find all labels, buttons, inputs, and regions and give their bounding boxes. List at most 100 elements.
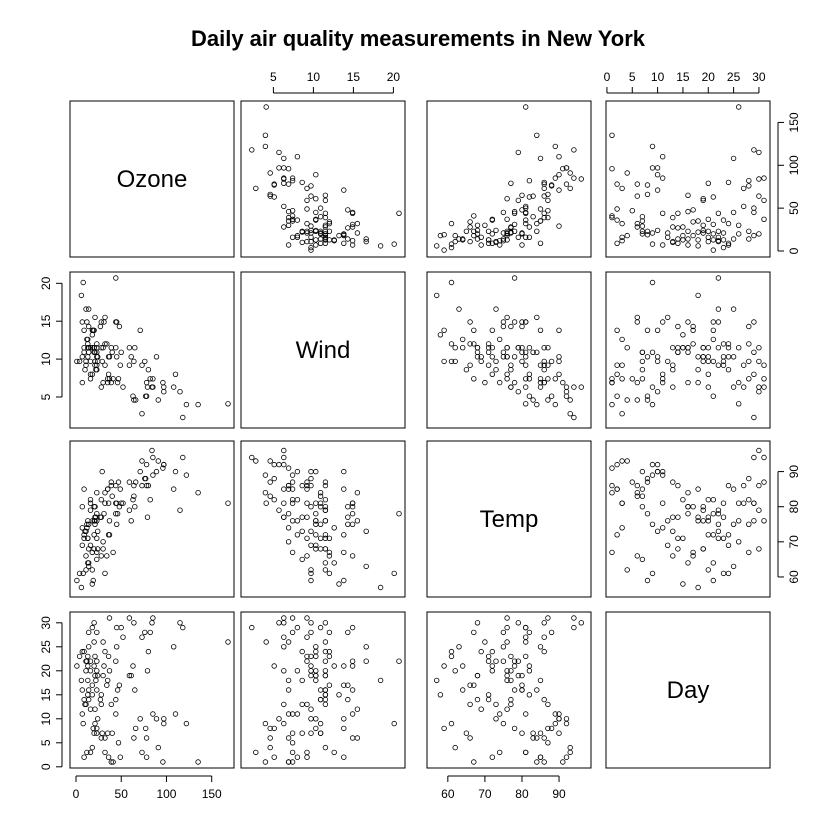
data-point — [448, 720, 455, 727]
data-point — [281, 500, 287, 506]
data-point — [634, 224, 640, 230]
data-point — [285, 511, 292, 517]
data-point — [639, 349, 646, 355]
data-point — [139, 482, 145, 489]
data-point — [545, 615, 551, 621]
data-point — [629, 376, 635, 382]
data-point — [271, 663, 277, 669]
data-point — [326, 220, 333, 227]
data-point — [87, 371, 94, 377]
data-point — [537, 754, 544, 760]
data-point — [289, 759, 296, 765]
data-point — [308, 504, 314, 510]
data-point — [441, 327, 447, 333]
data-point — [276, 620, 282, 626]
data-point — [294, 217, 301, 223]
data-point — [485, 345, 492, 351]
data-point — [349, 735, 356, 741]
data-point — [120, 500, 126, 506]
data-point — [460, 345, 466, 351]
data-point — [294, 497, 301, 503]
data-point — [654, 171, 661, 178]
data-point — [317, 240, 324, 246]
data-point — [500, 644, 507, 650]
data-point — [106, 532, 113, 538]
tick-label: 30 — [39, 616, 53, 630]
data-point — [262, 472, 269, 478]
data-point — [614, 461, 620, 468]
data-point — [746, 521, 752, 527]
panel-frame — [69, 100, 235, 258]
data-point — [624, 567, 630, 573]
data-point — [85, 354, 91, 360]
data-point — [685, 345, 691, 351]
data-point — [109, 349, 115, 355]
data-point — [619, 411, 625, 417]
data-point — [434, 292, 440, 299]
data-point — [317, 687, 324, 693]
data-point — [322, 687, 329, 693]
data-point — [289, 740, 296, 746]
panel-frame — [426, 440, 592, 598]
data-point — [644, 577, 651, 584]
data-point — [504, 345, 510, 351]
data-point — [113, 624, 120, 631]
data-point — [108, 479, 114, 485]
data-point — [504, 677, 510, 684]
tick-label: 20 — [39, 276, 53, 290]
data-point — [471, 629, 477, 636]
data-point — [489, 648, 495, 655]
data-point — [87, 706, 94, 712]
data-point — [649, 521, 656, 527]
data-point — [680, 535, 686, 541]
data-point — [485, 237, 492, 243]
data-point — [79, 711, 85, 717]
data-point — [91, 504, 97, 510]
data-point — [545, 701, 551, 708]
data-point — [345, 521, 351, 527]
data-point — [391, 241, 397, 247]
data-point — [523, 376, 529, 382]
data-point — [130, 497, 136, 503]
data-point — [756, 176, 762, 182]
data-point — [489, 371, 495, 377]
data-point — [511, 687, 518, 693]
data-point — [541, 759, 547, 765]
data-point — [746, 177, 752, 184]
data-point — [690, 327, 696, 333]
data-point — [377, 584, 384, 591]
data-point — [225, 639, 231, 645]
data-point — [225, 401, 231, 407]
data-point — [87, 345, 94, 351]
data-point — [322, 192, 329, 198]
data-point — [76, 653, 83, 660]
data-point — [537, 376, 544, 382]
data-point — [644, 511, 651, 517]
data-point — [563, 716, 570, 722]
data-point — [761, 454, 767, 461]
data-point — [474, 696, 481, 703]
data-point — [132, 504, 138, 510]
data-point — [289, 518, 296, 524]
data-point — [644, 231, 651, 238]
data-point — [534, 220, 540, 227]
data-point — [567, 170, 573, 176]
data-point — [249, 147, 255, 153]
data-point — [285, 539, 292, 545]
data-point — [289, 479, 296, 485]
data-point — [675, 349, 681, 355]
data-point — [515, 234, 521, 240]
data-point — [639, 493, 646, 499]
data-point — [94, 528, 101, 534]
data-point — [294, 468, 301, 475]
data-point — [690, 207, 696, 213]
data-point — [751, 349, 757, 355]
data-point — [294, 754, 301, 760]
data-point — [523, 220, 529, 227]
data-point — [448, 244, 455, 251]
data-point — [94, 716, 101, 722]
data-point — [79, 525, 85, 531]
data-point — [308, 567, 314, 573]
data-point — [537, 677, 544, 684]
data-point — [700, 358, 706, 365]
